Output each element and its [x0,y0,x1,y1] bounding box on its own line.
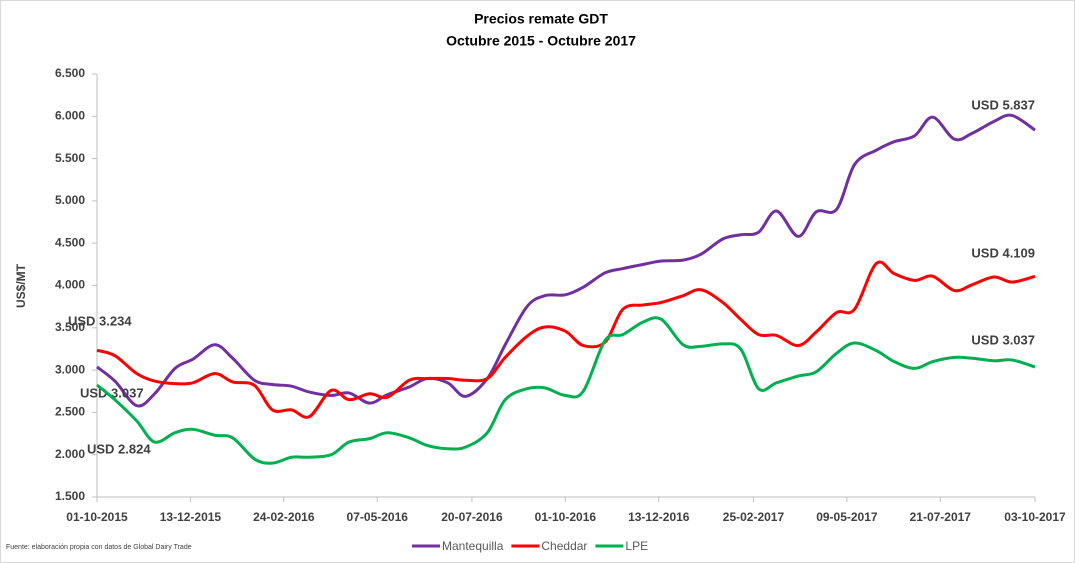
x-tick-label: 03-10-2017 [1004,510,1066,524]
x-tick-label: 13-12-2015 [160,510,222,524]
x-tick-label: 24-02-2016 [253,510,315,524]
data-label: USD 3.037 [80,385,144,400]
y-tick-label: 6.000 [55,108,85,122]
y-tick-label: 3.000 [55,362,85,376]
x-tick-label: 01-10-2016 [535,510,597,524]
data-label: USD 5.837 [971,98,1035,113]
y-tick-label: 1.500 [55,489,85,503]
series-line [96,316,1036,465]
y-tick-label: 2.000 [55,447,85,461]
legend-label: Mantequilla [442,539,504,553]
y-tick-label: 6.500 [55,66,85,80]
x-tick-label: 09-05-2017 [816,510,878,524]
x-tick-label: 13-12-2016 [628,510,690,524]
y-tick-label: 5.500 [55,151,85,165]
x-tick-label: 20-07-2016 [441,510,503,524]
x-tick-label: 25-02-2017 [723,510,785,524]
y-tick-label: 3.500 [55,320,85,334]
chart-title: Precios remate GDT [474,11,608,27]
y-tick-label: 4.000 [55,278,85,292]
y-tick-label: 5.000 [55,193,85,207]
data-label: USD 3.037 [971,332,1035,347]
series-line [96,260,1036,419]
x-tick-label: 07-05-2016 [347,510,409,524]
data-label: USD 2.824 [87,441,151,456]
legend-label: Cheddar [541,539,587,553]
chart-subtitle: Octubre 2015 - Octubre 2017 [446,33,636,49]
data-label: USD 3.234 [68,314,132,329]
series-line [96,113,1036,408]
y-tick-label: 2.500 [55,405,85,419]
y-tick-label: 4.500 [55,235,85,249]
y-axis-label: US$/MT [14,263,28,308]
x-tick-label: 01-10-2015 [66,510,128,524]
x-tick-label: 21-07-2017 [910,510,972,524]
legend-label: LPE [625,539,648,553]
data-label: USD 4.109 [971,246,1035,261]
source-note: Fuente: elaboración propia con datos de … [6,544,192,551]
